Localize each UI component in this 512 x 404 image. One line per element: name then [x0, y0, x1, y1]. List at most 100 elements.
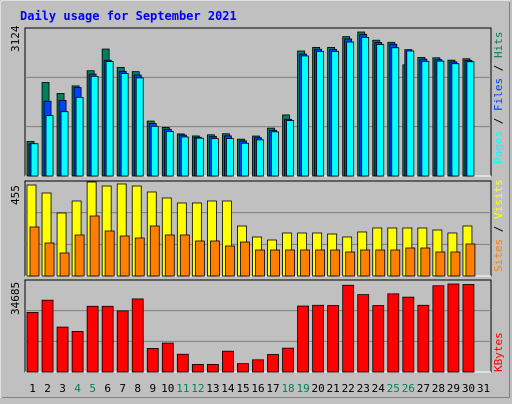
- bar-sites-day-24: [375, 249, 386, 277]
- chart-title: Daily usage for September 2021: [20, 9, 237, 23]
- bar-kbytes-day-25: [387, 293, 400, 373]
- bar-sites-day-15: [240, 241, 250, 277]
- bar-sites-day-5: [89, 215, 100, 277]
- bar-kbytes-day-20: [312, 304, 325, 373]
- bar-pages-day-2: [45, 115, 54, 177]
- x-tick-label-28: 28: [432, 382, 445, 395]
- bar-pages-day-12: [195, 137, 204, 177]
- bar-kbytes-day-24: [372, 305, 385, 373]
- bar-kbytes-day-15: [237, 363, 249, 373]
- bar-pages-day-5: [90, 75, 99, 177]
- bar-sites-day-21: [330, 249, 341, 277]
- x-tick-label-16: 16: [251, 382, 264, 395]
- bar-sites-day-23: [360, 249, 371, 277]
- bar-pages-day-7: [120, 73, 129, 177]
- bar-sites-day-10: [164, 234, 175, 277]
- bar-sites-day-20: [315, 249, 326, 277]
- x-tick-label-4: 4: [74, 382, 81, 395]
- bar-kbytes-day-6: [101, 305, 114, 373]
- bar-kbytes-day-17: [267, 354, 279, 373]
- legend-sep-3: /: [492, 219, 505, 239]
- bar-pages-day-4: [75, 97, 84, 177]
- x-tick-label-20: 20: [312, 382, 325, 395]
- x-tick-label-10: 10: [161, 382, 174, 395]
- bar-kbytes-day-27: [417, 304, 430, 373]
- bar-kbytes-day-12: [191, 363, 204, 373]
- bar-pages-day-1: [30, 143, 39, 177]
- x-tick-label-13: 13: [206, 382, 219, 395]
- bar-kbytes-day-5: [86, 305, 99, 373]
- y-max-label-top: 3124: [9, 25, 22, 52]
- x-tick-label-6: 6: [104, 382, 111, 395]
- y-max-label-bottom: 34685: [9, 282, 22, 315]
- x-tick-label-14: 14: [221, 382, 235, 395]
- bar-pages-day-14: [226, 138, 234, 177]
- bar-pages-day-6: [105, 61, 114, 177]
- legend-middle: Sites / Visits: [492, 179, 505, 272]
- legend-kbytes: KBytes: [492, 332, 505, 372]
- panel-visits-sites: [24, 180, 492, 277]
- x-tick-label-26: 26: [402, 382, 415, 395]
- bar-sites-day-13: [209, 240, 220, 277]
- bar-sites-day-16: [255, 249, 265, 277]
- bar-sites-day-18: [285, 249, 295, 277]
- bar-sites-day-2: [44, 242, 55, 277]
- bar-kbytes-day-22: [342, 284, 355, 373]
- bar-pages-day-30: [466, 61, 475, 177]
- panel-hits-files-pages: [24, 27, 492, 177]
- bar-pages-day-11: [180, 136, 189, 177]
- bar-sites-day-4: [74, 234, 85, 277]
- bar-pages-day-26: [406, 50, 415, 177]
- x-tick-label-29: 29: [447, 382, 460, 395]
- legend-pages: Pages: [492, 131, 505, 164]
- bar-sites-day-25: [390, 249, 401, 277]
- x-tick-label-11: 11: [176, 382, 189, 395]
- bar-kbytes-day-8: [131, 298, 144, 373]
- bar-sites-day-8: [134, 237, 145, 277]
- bar-kbytes-day-28: [432, 285, 445, 373]
- bar-kbytes-day-18: [282, 347, 294, 373]
- bar-kbytes-day-9: [146, 348, 159, 373]
- legend-top: Pages / Files / Hits: [492, 32, 505, 165]
- x-tick-label-18: 18: [281, 382, 294, 395]
- bar-kbytes-day-11: [176, 353, 189, 373]
- bar-sites-day-29: [450, 251, 461, 277]
- x-tick-label-1: 1: [29, 382, 36, 395]
- x-tick-label-25: 25: [387, 382, 400, 395]
- bar-pages-day-22: [346, 41, 355, 177]
- x-tick-label-5: 5: [89, 382, 96, 395]
- x-tick-label-30: 30: [462, 382, 475, 395]
- legend-hits: Hits: [492, 32, 505, 59]
- bar-kbytes-day-7: [116, 310, 129, 373]
- x-tick-label-23: 23: [357, 382, 370, 395]
- bar-pages-day-19: [301, 55, 309, 177]
- bar-sites-day-12: [194, 240, 205, 277]
- bar-sites-day-19: [300, 249, 310, 277]
- bar-kbytes-day-29: [447, 283, 460, 373]
- legend-files: Files: [492, 78, 505, 111]
- bar-kbytes-day-1: [26, 311, 39, 373]
- legend-sep-1: /: [492, 111, 505, 131]
- bar-kbytes-day-10: [161, 342, 174, 373]
- panel-kbytes: [24, 279, 492, 373]
- bar-pages-day-27: [421, 61, 430, 177]
- x-tick-label-21: 21: [327, 382, 340, 395]
- x-axis-day-labels: 1 2 3 4 5 6 7 8 9 10 11 12 13 14 15 16 17 18 19 20 21 22 23 24 2…: [29, 382, 490, 395]
- bar-pages-day-8: [135, 77, 144, 177]
- bar-kbytes-day-21: [327, 305, 340, 373]
- bar-sites-day-17: [270, 249, 280, 277]
- legend-sites: Sites: [492, 239, 505, 272]
- bar-kbytes-day-16: [252, 359, 264, 373]
- bar-pages-day-28: [436, 60, 445, 177]
- x-tick-label-17: 17: [266, 382, 279, 395]
- bar-pages-day-25: [391, 47, 400, 177]
- bar-pages-day-9: [150, 125, 159, 177]
- bar-pages-day-3: [60, 111, 69, 177]
- x-tick-label-8: 8: [134, 382, 141, 395]
- x-tick-label-12: 12: [191, 382, 204, 395]
- bar-pages-day-24: [376, 44, 385, 177]
- bar-kbytes-day-23: [357, 294, 370, 373]
- x-tick-label-9: 9: [149, 382, 156, 395]
